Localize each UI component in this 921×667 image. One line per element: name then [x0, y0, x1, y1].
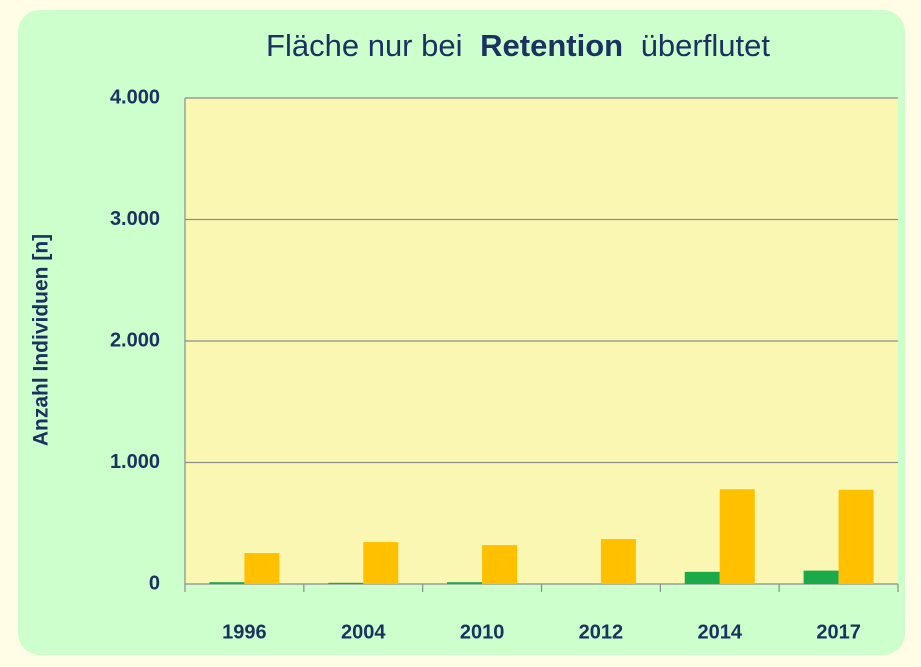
bar	[328, 582, 364, 584]
y-tick-label: 2.000	[110, 329, 160, 351]
bar	[209, 582, 245, 584]
bar	[482, 545, 518, 584]
bar	[719, 489, 755, 584]
bar	[803, 570, 839, 584]
y-tick-label: 4.000	[110, 86, 160, 108]
bar	[244, 553, 280, 584]
y-tick-label: 1.000	[110, 451, 160, 473]
title-part: Retention	[480, 28, 623, 63]
y-axis-label: Anzahl Individuen [n]	[30, 234, 53, 446]
title-part: überflutet	[641, 28, 771, 63]
title-part: Fläche nur bei	[266, 28, 462, 63]
x-tick-label: 2017	[816, 621, 861, 643]
bar	[684, 571, 720, 584]
x-tick-label: 2012	[579, 621, 624, 643]
x-tick-label: 2004	[341, 621, 386, 643]
bar	[838, 489, 874, 584]
x-tick-label: 2010	[460, 621, 505, 643]
x-tick-label: 1996	[222, 621, 267, 643]
y-tick-label: 0	[149, 572, 160, 594]
bar	[363, 542, 399, 584]
y-tick-label: 3.000	[110, 208, 160, 230]
x-tick-label: 2014	[698, 621, 743, 643]
bar	[447, 582, 483, 584]
chart-title: Fläche nur bei Retention überflutet	[266, 28, 770, 63]
bar	[600, 539, 636, 584]
